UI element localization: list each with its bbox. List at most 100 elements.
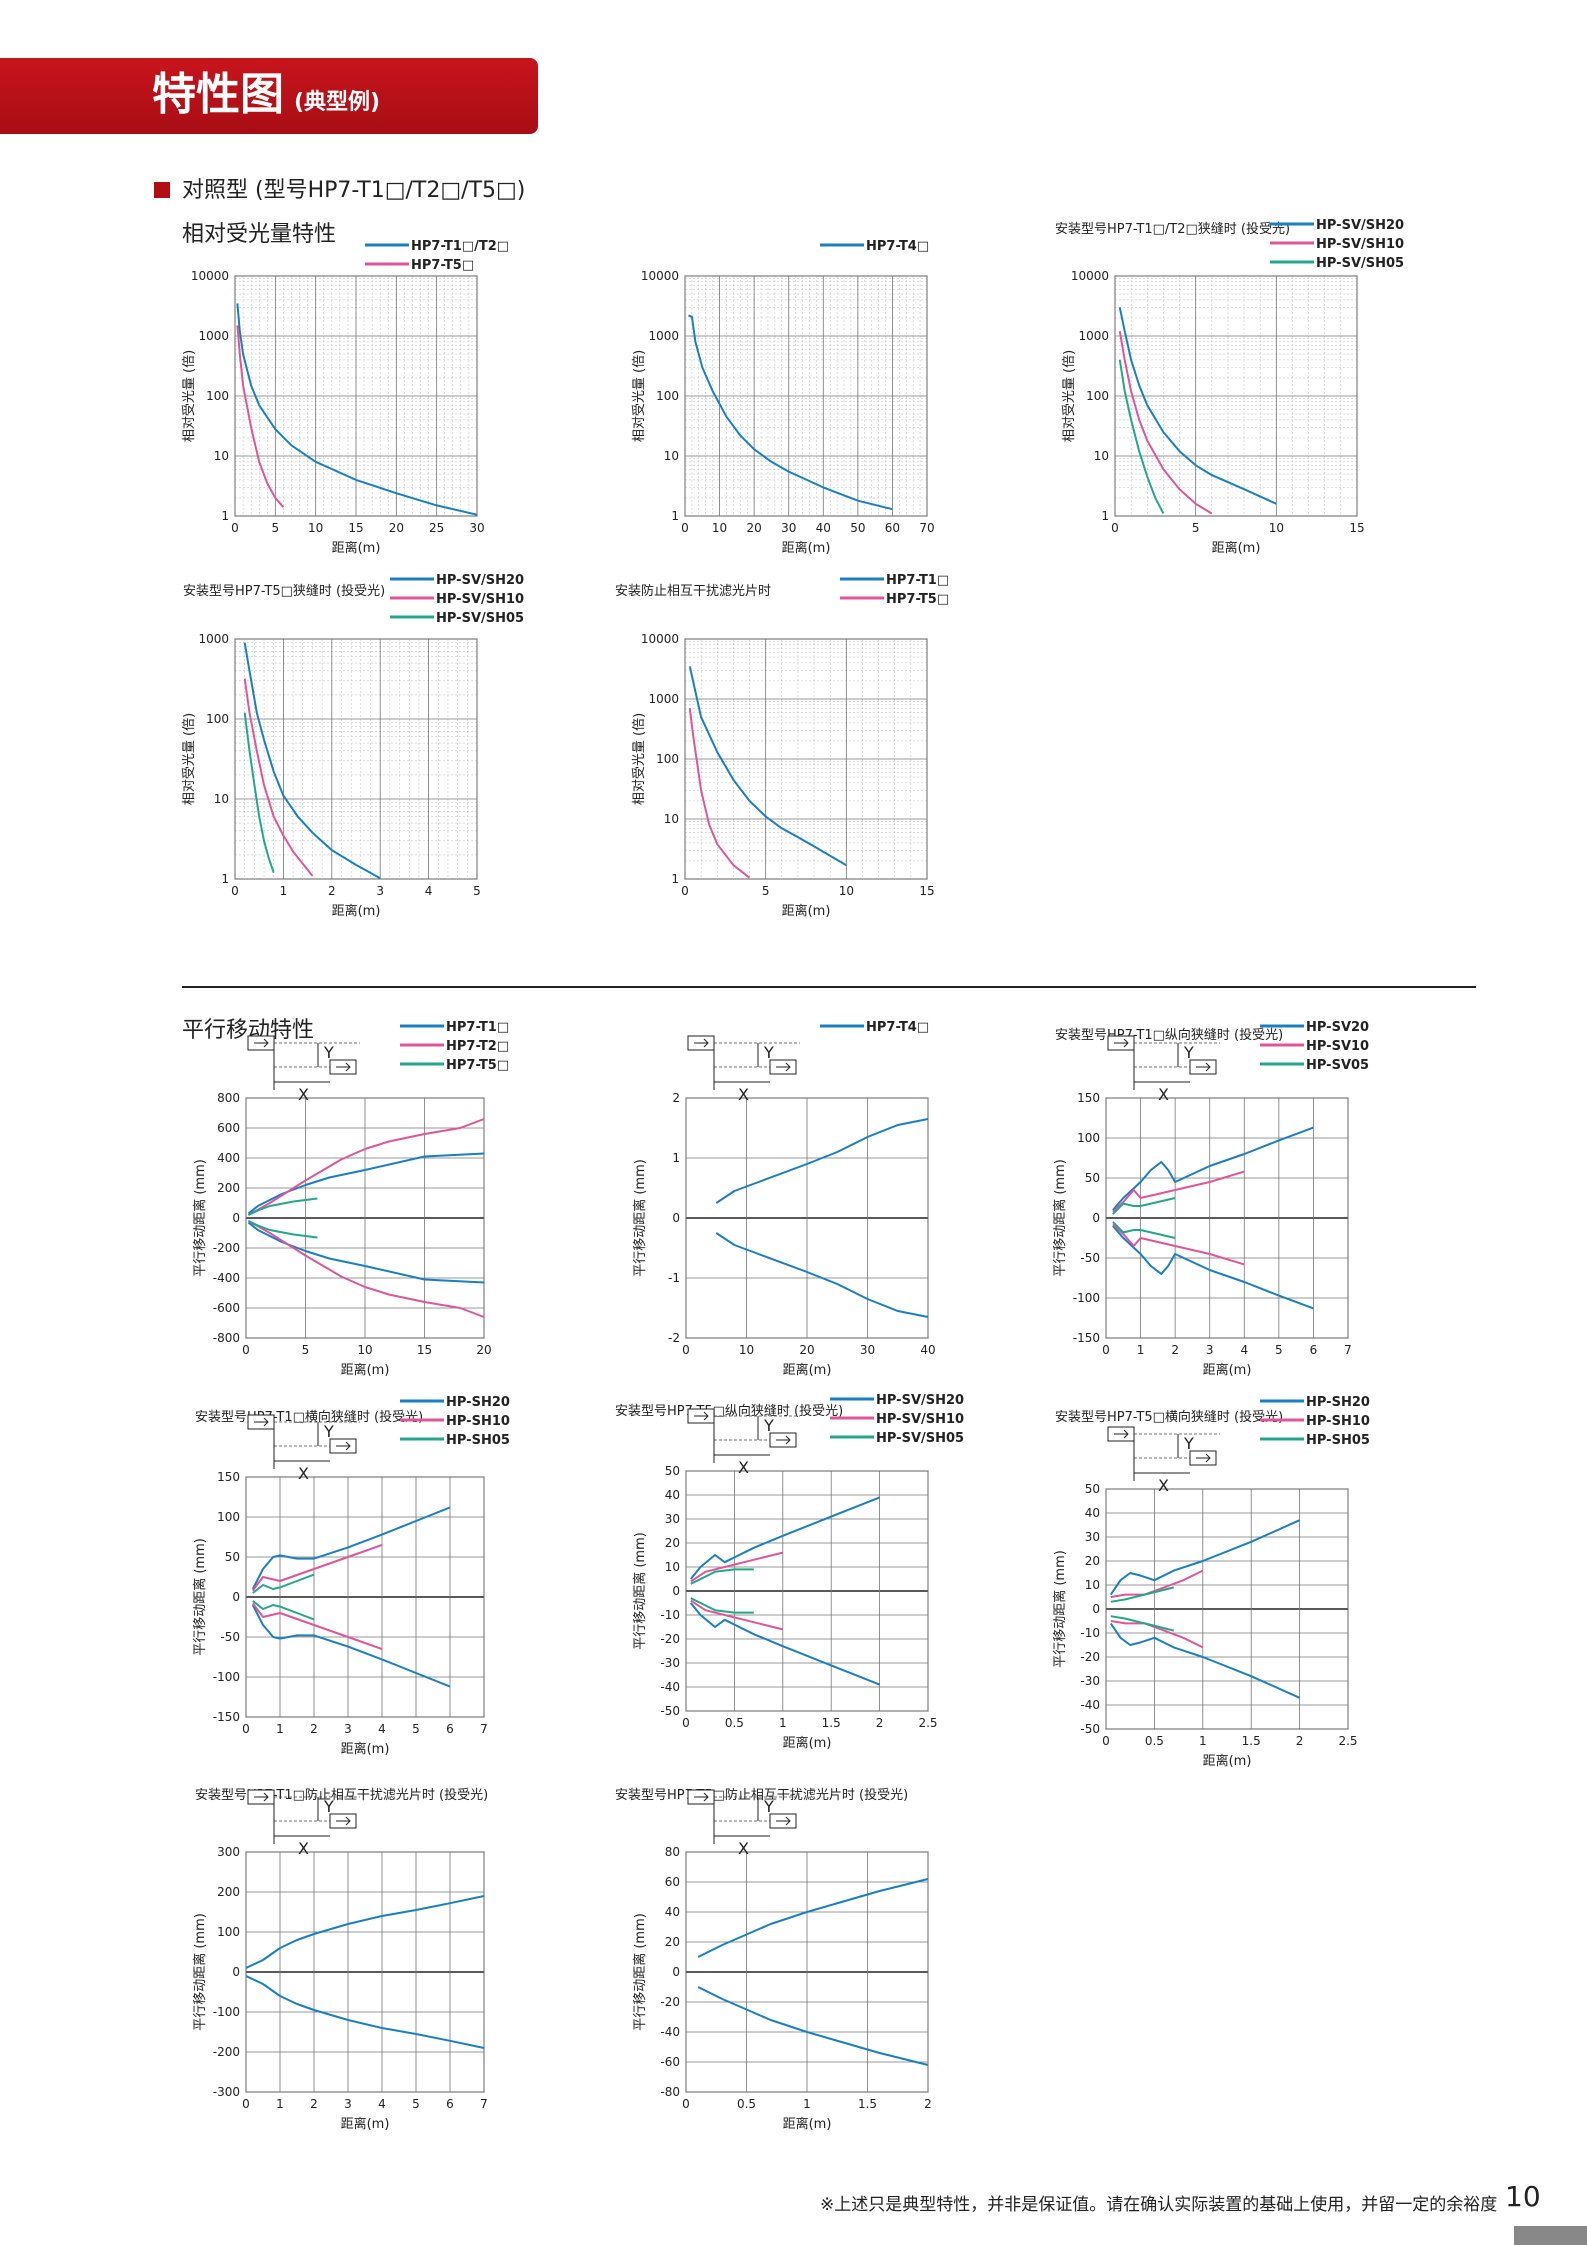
series-line (1112, 1197, 1176, 1215)
y-tick-label: -40 (660, 1680, 680, 1694)
x-tick-label: 15 (417, 1343, 432, 1357)
x-tick-label: 5 (1192, 521, 1200, 535)
series-line (1112, 1170, 1245, 1213)
series-1 (688, 666, 847, 867)
section-subheading-light: 相对受光量特性 (182, 222, 337, 247)
chart-parallel-t1t2t5: -800 -600 -400 -200 0 200 400 600 800 0 5 10 15 20 距离(… (192, 1020, 509, 1378)
y-tick-label: -10 (660, 1608, 680, 1622)
y-tick-label: -100 (213, 1670, 240, 1684)
section-heading-text: 对照型 (型号HP7-T1□/T2□/T5□) (182, 178, 526, 203)
y-tick-label: 200 (217, 1181, 240, 1195)
plot-area (684, 638, 928, 880)
y-tick-label: 1 (672, 1151, 680, 1165)
legend-label: HP7-T1□ (886, 573, 949, 588)
x-tick-label: 30 (860, 1343, 875, 1357)
x-dimension-label: X (298, 1464, 309, 1483)
arrow-right-icon (776, 1062, 791, 1072)
x-tick-label: 4 (425, 884, 433, 898)
legend-label: HP7-T4□ (866, 1020, 929, 1035)
y-tick-label: 20 (665, 1536, 680, 1550)
y-tick-label: 100 (1086, 389, 1109, 403)
legend-label: HP-SH10 (446, 1414, 510, 1429)
plot-area (1105, 1488, 1349, 1730)
setup-diagram: YX (247, 1035, 360, 1104)
arrow-right-icon (336, 1441, 351, 1451)
y-axis-label: 平行移动距离 (mm) (192, 1538, 208, 1656)
series-line (251, 1506, 451, 1590)
series-line (690, 1568, 754, 1585)
x-tick-label: 40 (920, 1343, 935, 1357)
y-tick-label: -20 (660, 1995, 680, 2009)
x-dimension-label: X (738, 1839, 749, 1858)
x-tick-label: 10 (357, 1343, 372, 1357)
setup-diagram: YX (1107, 1426, 1220, 1495)
series-line (1118, 331, 1213, 515)
y-tick-label: 1 (221, 509, 229, 523)
series-2 (688, 708, 751, 879)
x-tick-label: 1 (1137, 1343, 1145, 1357)
y-axis-label: 相对受光量 (倍) (1062, 350, 1077, 442)
chart-parallel-filter-t5: -80 -60 -40 -20 0 20 40 60 80 0 0.5 1 1.5 2 距离(m) 平行移动距… (632, 1789, 932, 2132)
series-2 (1112, 1170, 1245, 1266)
x-axis-label: 距离(m) (782, 903, 831, 919)
x-tick-label: 7 (480, 2097, 488, 2111)
series-line (1118, 359, 1165, 514)
x-tick-label: 6 (446, 2097, 454, 2111)
arrow-right-icon (1196, 1453, 1211, 1463)
x-tick-label: 15 (1349, 521, 1364, 535)
x-tick-label: 0.5 (737, 2097, 756, 2111)
arrow-right-icon (1114, 1038, 1129, 1048)
x-tick-label: 0.5 (725, 1716, 744, 1730)
y-axis-label: 平行移动距离 (mm) (632, 1159, 648, 1277)
series-line-lower (697, 1986, 929, 2066)
y-axis-label: 相对受光量 (倍) (182, 350, 197, 442)
plot-area (1114, 275, 1358, 517)
series-2 (1110, 1569, 1204, 1649)
plot-area (1105, 1097, 1349, 1339)
chart-parallel-slit-horizontal-t5: -50 -40 -30 -20 -10 0 10 20 30 40 50 0 0.5 1 1.5 2 2.5 距离… (1052, 1395, 1370, 1769)
series-1 (715, 1118, 929, 1318)
series-1 (247, 1152, 485, 1284)
x-tick-label: 15 (919, 884, 934, 898)
y-axis-label: 平行移动距离 (mm) (632, 1532, 648, 1650)
legend-label: HP7-T5□ (446, 1058, 509, 1073)
page-tab-marker (1514, 2226, 1587, 2245)
y-tick-label: 30 (1085, 1530, 1100, 1544)
header-banner: 特性图 (典型例) (0, 58, 538, 134)
series-3 (247, 1197, 318, 1239)
series-line-lower (245, 1975, 485, 2049)
chart-parallel-slit-horizontal-t1: -150 -100 -50 0 50 100 150 0 1 2 3 4 5 6 7 距离(m) 平行移动距离 … (192, 1395, 510, 1757)
x-tick-label: 10 (308, 521, 323, 535)
x-tick-label: 0 (242, 2097, 250, 2111)
x-tick-label: 30 (781, 521, 796, 535)
legend-label: HP-SV/SH20 (436, 573, 524, 588)
y-tick-label: -200 (213, 1241, 240, 1255)
y-tick-label: 2 (672, 1091, 680, 1105)
series-1 (243, 642, 381, 880)
x-tick-label: 1 (1199, 1734, 1207, 1748)
y-tick-label: -40 (1080, 1698, 1100, 1712)
x-tick-label: 2 (1296, 1734, 1304, 1748)
x-axis-label: 距离(m) (782, 540, 831, 556)
y-tick-label: -20 (1080, 1650, 1100, 1664)
legend-label: HP-SV20 (1306, 1020, 1369, 1035)
y-tick-label: 60 (665, 1875, 680, 1889)
y-tick-label: 0 (672, 1965, 680, 1979)
series-1 (236, 303, 478, 516)
y-dimension-label: Y (763, 1797, 774, 1816)
x-tick-label: 0 (231, 521, 239, 535)
y-tick-label: 80 (665, 1845, 680, 1859)
plot-area (234, 275, 478, 517)
series-1 (1109, 1519, 1301, 1699)
arrow-right-icon (336, 1062, 351, 1072)
x-dimension-label: X (1158, 1476, 1169, 1495)
series-line (1110, 1569, 1204, 1598)
plot-area (685, 1470, 929, 1712)
series-line (688, 666, 847, 867)
y-tick-label: 0 (672, 1584, 680, 1598)
section-divider (182, 986, 1476, 988)
arrow-right-icon (1196, 1062, 1211, 1072)
legend-label: HP-SV/SH10 (436, 592, 524, 607)
y-tick-label: 200 (217, 1885, 240, 1899)
y-tick-label: 100 (217, 1510, 240, 1524)
